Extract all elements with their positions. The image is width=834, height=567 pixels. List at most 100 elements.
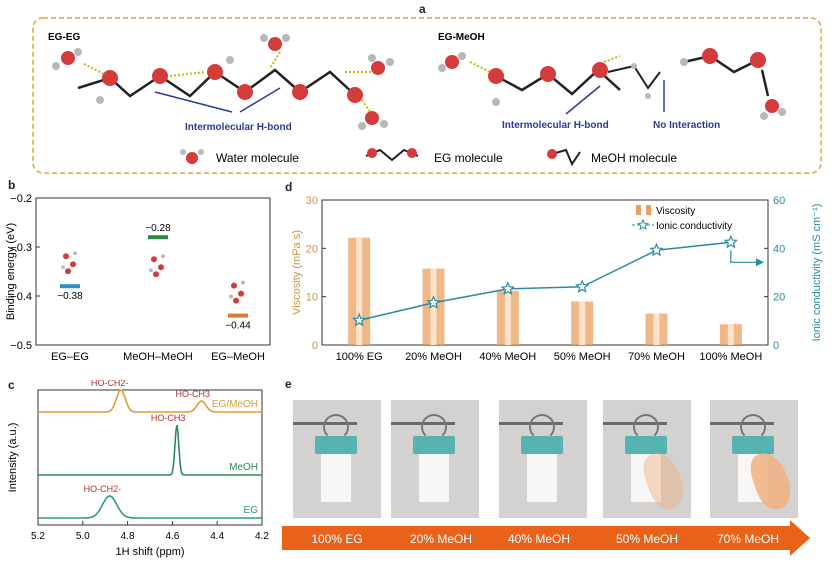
y-tick-label: −0.3 bbox=[10, 242, 32, 254]
series-name-label: MeOH bbox=[229, 462, 258, 473]
x-tick-label: 4.6 bbox=[165, 531, 179, 542]
right-tick-label: 60 bbox=[773, 195, 785, 207]
sample-photo-3 bbox=[499, 400, 587, 518]
panel-a-label: a bbox=[419, 2, 426, 16]
energy-value-label: −0.38 bbox=[57, 291, 83, 302]
no-interaction-label: No Interaction bbox=[653, 120, 720, 131]
x-category-label: EG–MeOH bbox=[211, 351, 265, 363]
peak-label: HO-CH2- bbox=[91, 380, 129, 388]
x-category-label: 70% MeOH bbox=[628, 351, 685, 363]
energy-value-label: −0.28 bbox=[145, 223, 171, 234]
arrow-label: 40% MeOH bbox=[508, 532, 570, 546]
x-tick-label: 5.2 bbox=[31, 531, 45, 542]
left-hbond-label: Intermolecular H-bond bbox=[185, 122, 292, 133]
sample-photo-5 bbox=[710, 400, 798, 518]
sample-photo-1 bbox=[293, 400, 381, 518]
left-tick-label: 30 bbox=[306, 195, 318, 207]
panel-a-legend: Water molecule EG molecule MeOH molecule bbox=[180, 148, 677, 167]
x-category-label: 40% MeOH bbox=[479, 351, 536, 363]
panel-e-arrow: 100% EG 20% MeOH 40% MeOH 50% MeOH 70% MeOH bbox=[282, 520, 810, 556]
energy-level-bar bbox=[148, 235, 168, 240]
peak-label: HO-CH3 bbox=[176, 389, 211, 399]
x-category-label: EG–EG bbox=[51, 351, 89, 363]
x-tick-label: 4.4 bbox=[210, 531, 224, 542]
energy-value-label: −0.44 bbox=[225, 321, 251, 332]
right-tick-label: 20 bbox=[773, 292, 785, 304]
sample-photo-4 bbox=[603, 400, 691, 518]
nmr-series-line bbox=[38, 495, 262, 519]
right-tick-label: 0 bbox=[773, 340, 779, 352]
x-category-label: MeOH–MeOH bbox=[123, 351, 193, 363]
y-axis-label: Intensity (a.u.) bbox=[7, 423, 19, 493]
legend-viscosity-swatch bbox=[646, 205, 651, 215]
arrow-label: 70% MeOH bbox=[717, 532, 779, 546]
conductivity-point bbox=[575, 279, 590, 293]
legend-eg: EG molecule bbox=[434, 151, 503, 165]
panel-b-label: b bbox=[8, 178, 16, 192]
right-hbond-label: Intermolecular H-bond bbox=[502, 120, 609, 131]
right-tick-label: 40 bbox=[773, 243, 785, 255]
peak-label: HO-CH2- bbox=[84, 484, 122, 494]
molecule-structure-icon bbox=[149, 254, 165, 278]
molecule-structure-icon bbox=[229, 280, 245, 304]
conductivity-line bbox=[358, 241, 731, 322]
molecule-structure-icon bbox=[61, 251, 77, 275]
conductivity-point bbox=[723, 234, 738, 249]
plot-frame bbox=[35, 197, 271, 346]
peak-label: HO-CH3 bbox=[151, 413, 186, 423]
x-category-label: 100% EG bbox=[336, 351, 383, 363]
legend-conductivity-label: Ionic conductivity bbox=[656, 221, 732, 232]
x-category-label: 20% MeOH bbox=[405, 351, 462, 363]
right-axis-label: Ionic conductivity (mS cm⁻¹) bbox=[811, 204, 823, 342]
viscosity-bar-highlight bbox=[430, 268, 437, 345]
viscosity-bar-highlight bbox=[579, 301, 586, 345]
panel-a-border bbox=[32, 17, 822, 174]
plot-frame bbox=[321, 199, 769, 346]
conductivity-point bbox=[500, 281, 515, 296]
conductivity-point bbox=[426, 295, 441, 309]
viscosity-bar-highlight bbox=[727, 324, 734, 345]
legend-conductivity-star bbox=[636, 218, 650, 231]
left-axis-label: Viscosity (mPa s) bbox=[291, 230, 303, 315]
series-name-label: EG/MeOH bbox=[212, 399, 258, 410]
nmr-series-line bbox=[38, 424, 262, 476]
y-tick-label: −0.4 bbox=[10, 291, 32, 303]
legend-meoh: MeOH molecule bbox=[591, 151, 677, 165]
y-tick-label: −0.2 bbox=[10, 193, 32, 205]
binding-energy-chart: −0.2 −0.3 −0.4 −0.5 Binding energy (eV) EG–EG… bbox=[5, 193, 271, 363]
legend-viscosity-swatch bbox=[636, 205, 641, 215]
left-tick-label: 0 bbox=[312, 340, 318, 352]
panel-d-label: d bbox=[285, 180, 293, 194]
x-category-label: 50% MeOH bbox=[554, 351, 611, 363]
series-name-label: EG bbox=[244, 505, 259, 516]
left-tick-label: 10 bbox=[306, 292, 318, 304]
legend-water: Water molecule bbox=[216, 151, 299, 165]
panel-c-label: c bbox=[8, 378, 15, 392]
viscosity-conductivity-chart: 0 10 20 30 0 20 40 60 Viscosity (mPa s) Ionic con… bbox=[291, 195, 823, 363]
nmr-chart: 5.2 5.0 4.8 4.6 4.4 4.2 1H shift (ppm) Intensit… bbox=[7, 380, 269, 558]
arrow-label: 100% EG bbox=[311, 532, 362, 546]
nmr-series-line bbox=[38, 389, 262, 413]
x-category-label: 100% MeOH bbox=[699, 351, 762, 363]
sample-photo-2 bbox=[391, 400, 479, 518]
x-tick-label: 4.2 bbox=[255, 531, 269, 542]
arrow-label: 20% MeOH bbox=[410, 532, 472, 546]
eg-meoh-title: EG-MeOH bbox=[438, 32, 485, 43]
eg-eg-molecules bbox=[52, 34, 394, 130]
left-tick-label: 20 bbox=[306, 243, 318, 255]
panel-e-label: e bbox=[285, 377, 292, 391]
y-tick-label: −0.5 bbox=[10, 340, 32, 352]
concentration-arrow bbox=[282, 520, 810, 556]
y-axis-label: Binding energy (eV) bbox=[5, 223, 17, 320]
conductivity-point bbox=[649, 242, 664, 257]
eg-eg-title: EG-EG bbox=[48, 32, 80, 43]
axis-pointer-arrowhead bbox=[756, 258, 764, 267]
conductivity-point bbox=[352, 312, 367, 327]
viscosity-bar-highlight bbox=[356, 237, 363, 345]
energy-level-bar bbox=[60, 284, 80, 289]
x-axis-label: 1H shift (ppm) bbox=[115, 546, 184, 558]
energy-level-bar bbox=[228, 313, 248, 318]
axis-pointer-arrow bbox=[730, 250, 758, 263]
arrow-label: 50% MeOH bbox=[616, 532, 678, 546]
x-tick-label: 4.8 bbox=[121, 531, 135, 542]
